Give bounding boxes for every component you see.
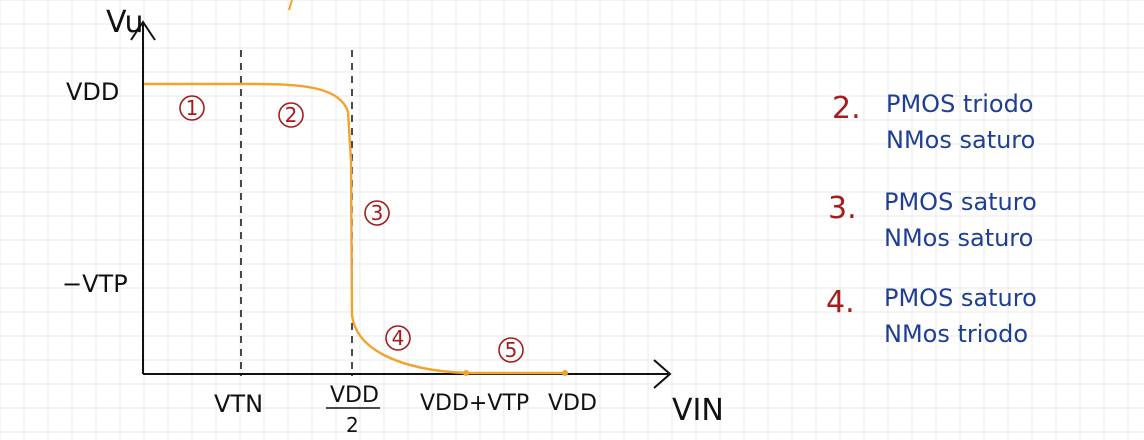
x-axis — [143, 359, 672, 389]
region-marker-5: 5 — [498, 337, 524, 363]
svg-text:2: 2 — [285, 103, 298, 127]
curve-point-vdd — [562, 370, 568, 376]
note-line-nmos: NMos saturo — [884, 224, 1033, 252]
note-number: 2. — [832, 91, 861, 126]
svg-text:4: 4 — [392, 326, 405, 350]
note-line-pmos: PMOS saturo — [884, 188, 1037, 216]
note-line-pmos: PMOS triodo — [886, 90, 1033, 118]
x-tick-vtn: VTN — [214, 390, 263, 418]
note-line-nmos: NMos triodo — [884, 320, 1028, 348]
note-region-3: 3. PMOS saturo NMos saturo — [828, 188, 1037, 252]
pen-mark — [288, 0, 293, 11]
region-marker-2: 2 — [278, 102, 304, 128]
y-tick-vdd: VDD — [66, 78, 119, 106]
x-tick-vdd-half-numerator: VDD — [330, 383, 379, 408]
note-region-2: 2. PMOS triodo NMos saturo — [832, 90, 1035, 154]
note-region-4: 4. PMOS saturo NMos triodo — [826, 284, 1037, 348]
svg-text:1: 1 — [186, 96, 199, 120]
y-axis-label: Vu — [106, 5, 144, 40]
note-number: 4. — [826, 285, 855, 320]
x-tick-vdd-half-denominator: 2 — [346, 413, 359, 437]
curve-point-vdd-plus-vtp — [463, 370, 469, 376]
svg-text:5: 5 — [505, 338, 518, 362]
x-tick-vdd: VDD — [548, 391, 597, 416]
y-axis — [130, 20, 156, 374]
transfer-curve — [143, 82, 567, 375]
y-tick-neg-vtp: −VTP — [62, 270, 128, 298]
note-number: 3. — [828, 191, 857, 226]
region-marker-3: 3 — [364, 200, 390, 226]
region-marker-4: 4 — [385, 325, 411, 351]
x-axis-label: VIN — [672, 393, 724, 428]
x-tick-vdd-plus-vtp: VDD+VTP — [420, 391, 529, 416]
note-line-nmos: NMos saturo — [886, 126, 1035, 154]
note-line-pmos: PMOS saturo — [884, 284, 1037, 312]
svg-text:3: 3 — [371, 201, 384, 225]
region-marker-1: 1 — [179, 95, 205, 121]
